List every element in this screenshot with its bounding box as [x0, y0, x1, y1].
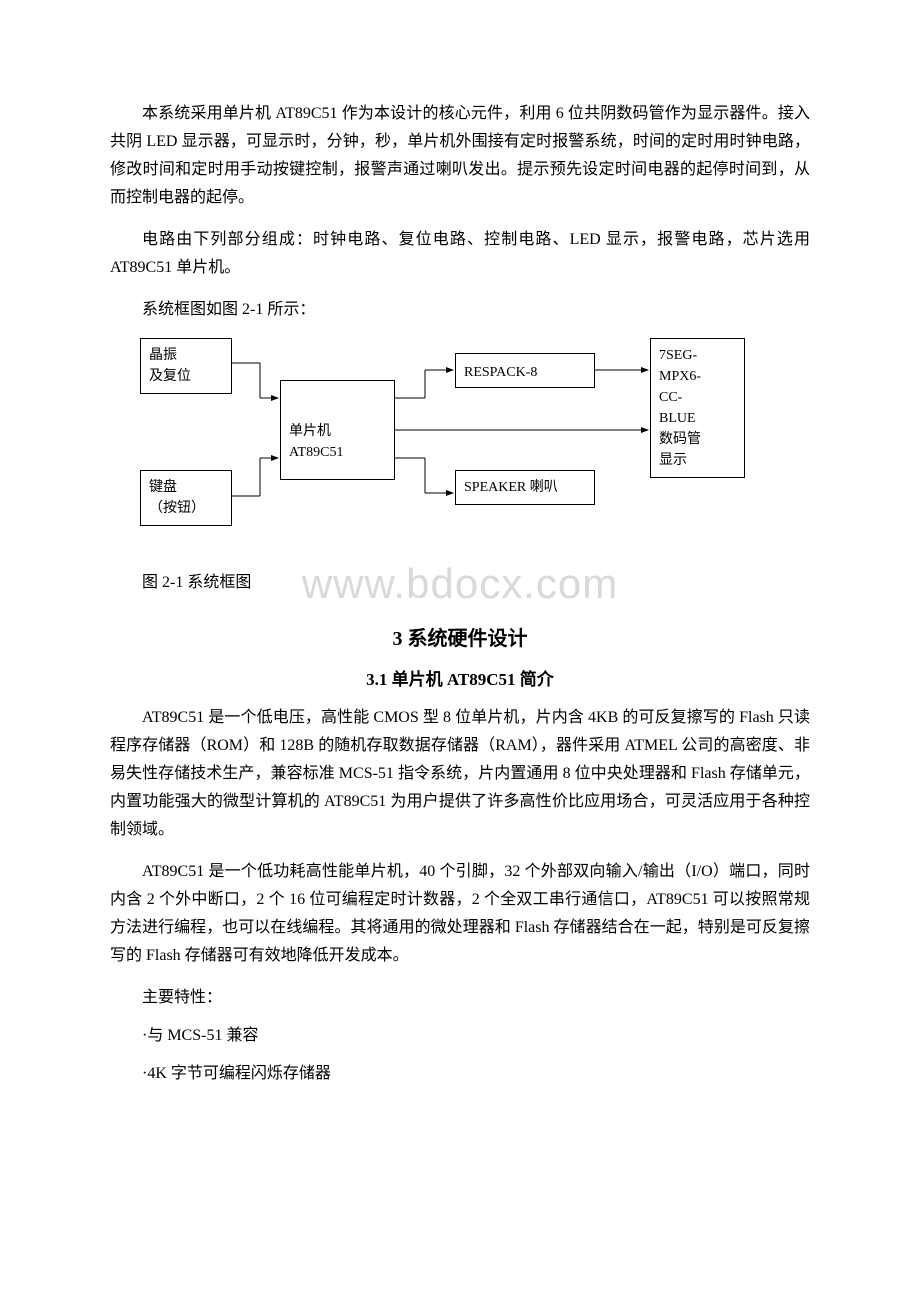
node-respack-label: RESPACK-8 — [464, 365, 537, 380]
node-crystal-reset: 晶振 及复位 — [140, 338, 232, 394]
subsection-3-1-heading: 3.1 单片机 AT89C51 简介 — [110, 665, 810, 690]
feature-item-1: ·与 MCS-51 兼容 — [110, 1022, 810, 1050]
figure-caption: 图 2-1 系统框图 — [110, 568, 810, 592]
node-7seg-label: 7SEG- MPX6- CC- BLUE 数码管 显示 — [659, 348, 701, 468]
node-mcu: 单片机 AT89C51 — [280, 380, 395, 480]
intro-paragraph-2: 电路由下列部分组成：时钟电路、复位电路、控制电路、LED 显示，报警电路，芯片选… — [110, 226, 810, 282]
node-keyboard: 键盘 （按钮） — [140, 470, 232, 526]
node-keyboard-label: 键盘 （按钮） — [149, 480, 205, 516]
node-speaker-label: SPEAKER 喇叭 — [464, 480, 558, 495]
node-speaker: SPEAKER 喇叭 — [455, 470, 595, 505]
node-7seg-display: 7SEG- MPX6- CC- BLUE 数码管 显示 — [650, 338, 745, 478]
feature-item-2: ·4K 字节可编程闪烁存储器 — [110, 1060, 810, 1088]
node-respack: RESPACK-8 — [455, 353, 595, 388]
node-mcu-label: 单片机 AT89C51 — [289, 424, 343, 460]
intro-paragraph-3: 系统框图如图 2-1 所示： — [110, 296, 810, 324]
system-block-diagram: 晶振 及复位 单片机 AT89C51 键盘 （按钮） RESPACK-8 SPE… — [140, 338, 810, 548]
node-crystal-label: 晶振 及复位 — [149, 348, 191, 384]
intro-paragraph-1: 本系统采用单片机 AT89C51 作为本设计的核心元件，利用 6 位共阴数码管作… — [110, 100, 810, 212]
at89c51-paragraph-2: AT89C51 是一个低功耗高性能单片机，40 个引脚，32 个外部双向输入/输… — [110, 858, 810, 970]
features-title: 主要特性： — [110, 984, 810, 1012]
section-3-heading: 3 系统硬件设计 — [110, 622, 810, 651]
at89c51-paragraph-1: AT89C51 是一个低电压，高性能 CMOS 型 8 位单片机，片内含 4KB… — [110, 704, 810, 844]
